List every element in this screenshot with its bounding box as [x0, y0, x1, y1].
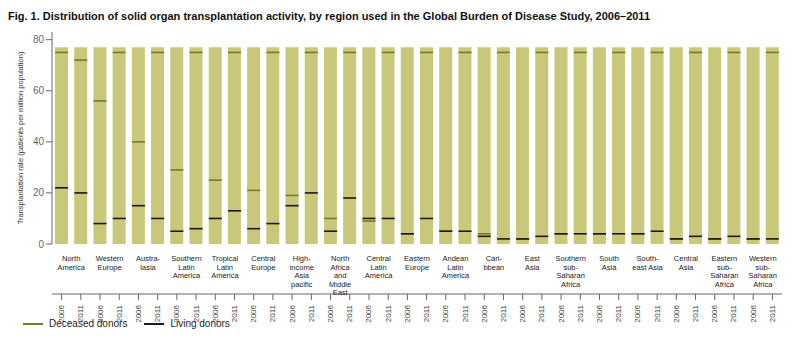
svg-text:2006: 2006 — [288, 304, 297, 322]
svg-text:SouthAsia: SouthAsia — [599, 254, 619, 272]
svg-text:2006: 2006 — [557, 304, 566, 322]
svg-text:EasternEurope: EasternEurope — [404, 254, 430, 272]
svg-text:Austra-lasia: Austra-lasia — [136, 254, 161, 272]
svg-text:CentralAsia: CentralAsia — [674, 254, 699, 272]
svg-text:2011: 2011 — [653, 304, 662, 322]
svg-text:2006: 2006 — [326, 304, 335, 322]
svg-text:CentralLatinAmerica: CentralLatinAmerica — [365, 254, 393, 280]
svg-text:2011: 2011 — [153, 304, 162, 322]
svg-text:Cari-bbean: Cari-bbean — [483, 254, 504, 272]
svg-text:WesternEurope: WesternEurope — [96, 254, 124, 272]
svg-text:2006: 2006 — [96, 304, 105, 322]
svg-text:2006: 2006 — [633, 304, 642, 322]
svg-text:2011: 2011 — [691, 304, 700, 322]
svg-text:High-incomeAsiapacific: High-incomeAsiapacific — [290, 254, 314, 289]
svg-text:2006: 2006 — [595, 304, 604, 322]
html-text:Fig. 1. Distribution of solid: Fig. 1. Distribution of solid organ tran… — [8, 10, 650, 22]
svg-text:20: 20 — [33, 187, 45, 198]
svg-text:CentralEurope: CentralEurope — [251, 254, 276, 272]
svg-text:2006: 2006 — [364, 304, 373, 322]
svg-text:0: 0 — [38, 239, 44, 250]
svg-text:2006: 2006 — [710, 304, 719, 322]
svg-text:2011: 2011 — [230, 304, 239, 322]
svg-text:2011: 2011 — [384, 304, 393, 322]
svg-text:2011: 2011 — [115, 304, 124, 322]
svg-text:Easternsub-SaharanAfrica: Easternsub-SaharanAfrica — [710, 254, 738, 289]
svg-text:2011: 2011 — [537, 304, 546, 322]
svg-text:60: 60 — [33, 85, 45, 96]
svg-text:TropicalLatinAmerica: TropicalLatinAmerica — [211, 254, 239, 280]
svg-text:2011: 2011 — [192, 304, 201, 322]
svg-text:2011: 2011 — [768, 304, 777, 322]
svg-text:2006: 2006 — [672, 304, 681, 322]
svg-text:Westernsub-SaharanAfrica: Westernsub-SaharanAfrica — [749, 254, 777, 289]
svg-text:AndeanLatinAmerica: AndeanLatinAmerica — [442, 254, 470, 280]
svg-text:NorthAmerica: NorthAmerica — [57, 254, 85, 272]
svg-text:2006: 2006 — [403, 304, 412, 322]
svg-text:2006: 2006 — [518, 304, 527, 322]
svg-text:2006: 2006 — [480, 304, 489, 322]
svg-text:2011: 2011 — [729, 304, 738, 322]
svg-text:2011: 2011 — [76, 304, 85, 322]
svg-text:2006: 2006 — [441, 304, 450, 322]
svg-text:2011: 2011 — [345, 304, 354, 322]
svg-text:EastAsia: EastAsia — [525, 254, 541, 272]
svg-text:2006: 2006 — [172, 304, 181, 322]
svg-text:2011: 2011 — [268, 304, 277, 322]
svg-text:2006: 2006 — [211, 304, 220, 322]
svg-text:2011: 2011 — [576, 304, 585, 322]
svg-text:2011: 2011 — [422, 304, 431, 322]
svg-text:Transplantation rate (patients: Transplantation rate (patients per milli… — [16, 51, 25, 224]
svg-text:2006: 2006 — [249, 304, 258, 322]
svg-text:2011: 2011 — [461, 304, 470, 322]
svg-text:80: 80 — [33, 34, 45, 45]
svg-text:2006: 2006 — [57, 304, 66, 322]
svg-text:2011: 2011 — [614, 304, 623, 322]
svg-text:2011: 2011 — [307, 304, 316, 322]
svg-text:2011: 2011 — [499, 304, 508, 322]
svg-text:2006: 2006 — [134, 304, 143, 322]
svg-text:SouthernLatinAmerica: SouthernLatinAmerica — [171, 254, 201, 280]
html-text:Deceased donors: Deceased donors — [49, 318, 128, 329]
svg-text:South-east Asia: South-east Asia — [632, 254, 663, 272]
svg-text:2006: 2006 — [749, 304, 758, 322]
svg-text:Southernsub-SaharanAfrica: Southernsub-SaharanAfrica — [555, 254, 585, 289]
svg-text:NorthAfricaandMiddleEast: NorthAfricaandMiddleEast — [329, 254, 351, 297]
svg-text:40: 40 — [33, 136, 45, 147]
html-text:Living donors: Living donors — [170, 318, 230, 329]
